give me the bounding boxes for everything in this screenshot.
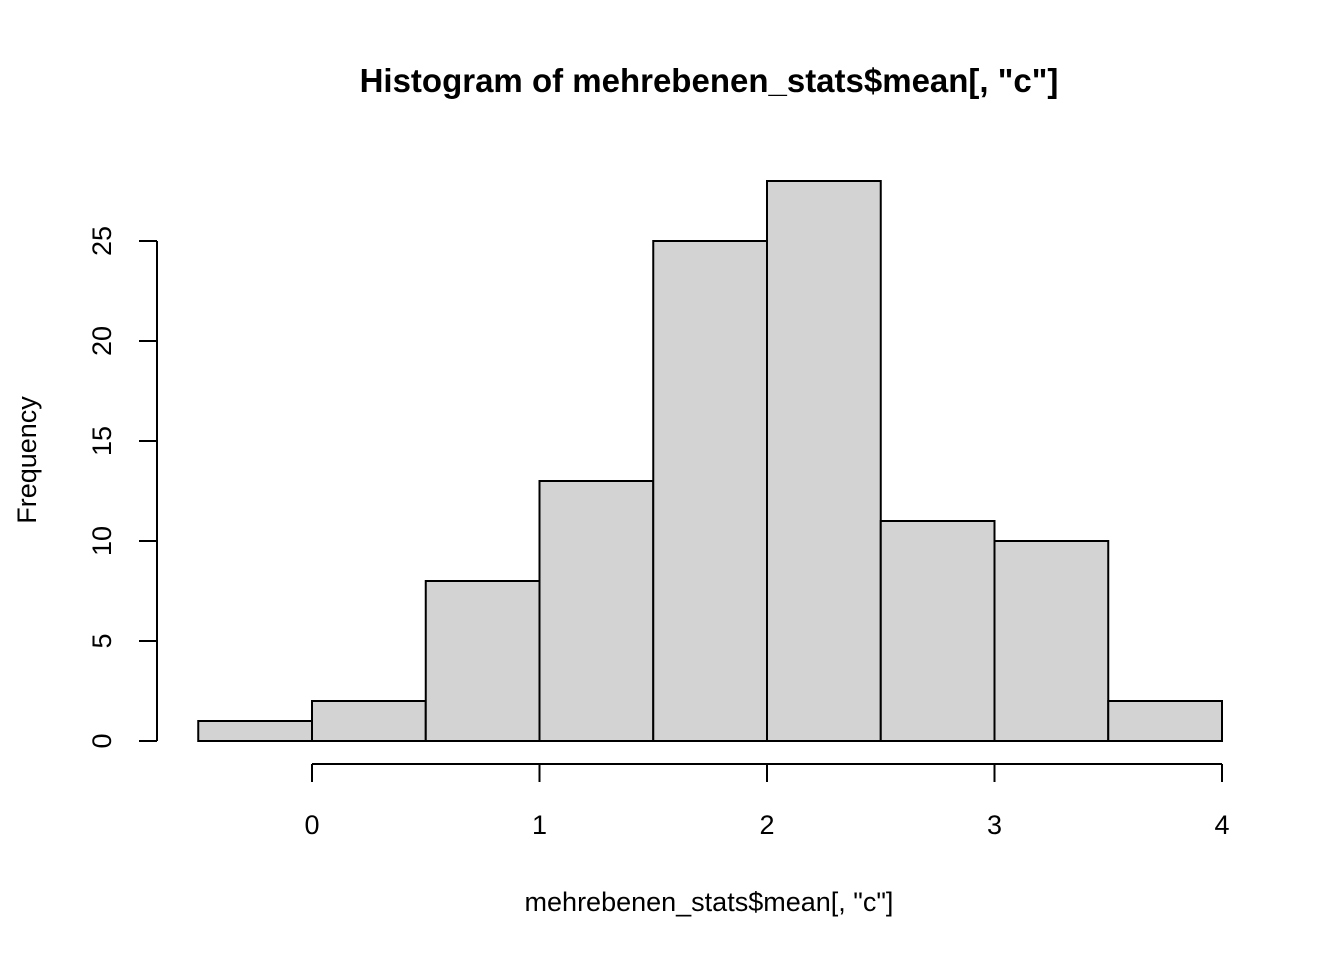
y-tick-label: 25 bbox=[87, 226, 117, 256]
histogram-bar bbox=[766, 180, 882, 742]
x-axis: 0 1 2 3 4 bbox=[304, 763, 1230, 840]
histogram-bar bbox=[652, 240, 768, 742]
x-axis-label: mehrebenen_stats$mean[, "c"] bbox=[525, 887, 894, 917]
y-tick-label: 5 bbox=[87, 633, 117, 648]
y-axis: 0 5 10 15 20 25 bbox=[87, 226, 158, 749]
histogram-bar bbox=[197, 720, 313, 742]
histogram-bar bbox=[424, 580, 541, 742]
y-tick-label: 20 bbox=[87, 326, 117, 356]
x-tick-label: 4 bbox=[1214, 810, 1229, 840]
y-tick-label: 15 bbox=[87, 426, 117, 456]
bars-group bbox=[197, 180, 1223, 742]
chart-title: Histogram of mehrebenen_stats$mean[, "c"… bbox=[360, 62, 1059, 99]
y-tick-label: 10 bbox=[87, 526, 117, 556]
histogram-bar bbox=[993, 540, 1110, 742]
histogram-bar bbox=[1107, 700, 1223, 742]
x-tick-label: 1 bbox=[532, 810, 547, 840]
y-axis-label: Frequency bbox=[12, 396, 42, 524]
x-tick-label: 2 bbox=[759, 810, 774, 840]
x-tick-label: 3 bbox=[987, 810, 1002, 840]
x-tick-label: 0 bbox=[304, 810, 319, 840]
histogram-bar bbox=[879, 520, 996, 742]
y-tick-label: 0 bbox=[87, 733, 117, 748]
histogram-bar bbox=[311, 700, 427, 742]
histogram-bar bbox=[538, 480, 655, 742]
